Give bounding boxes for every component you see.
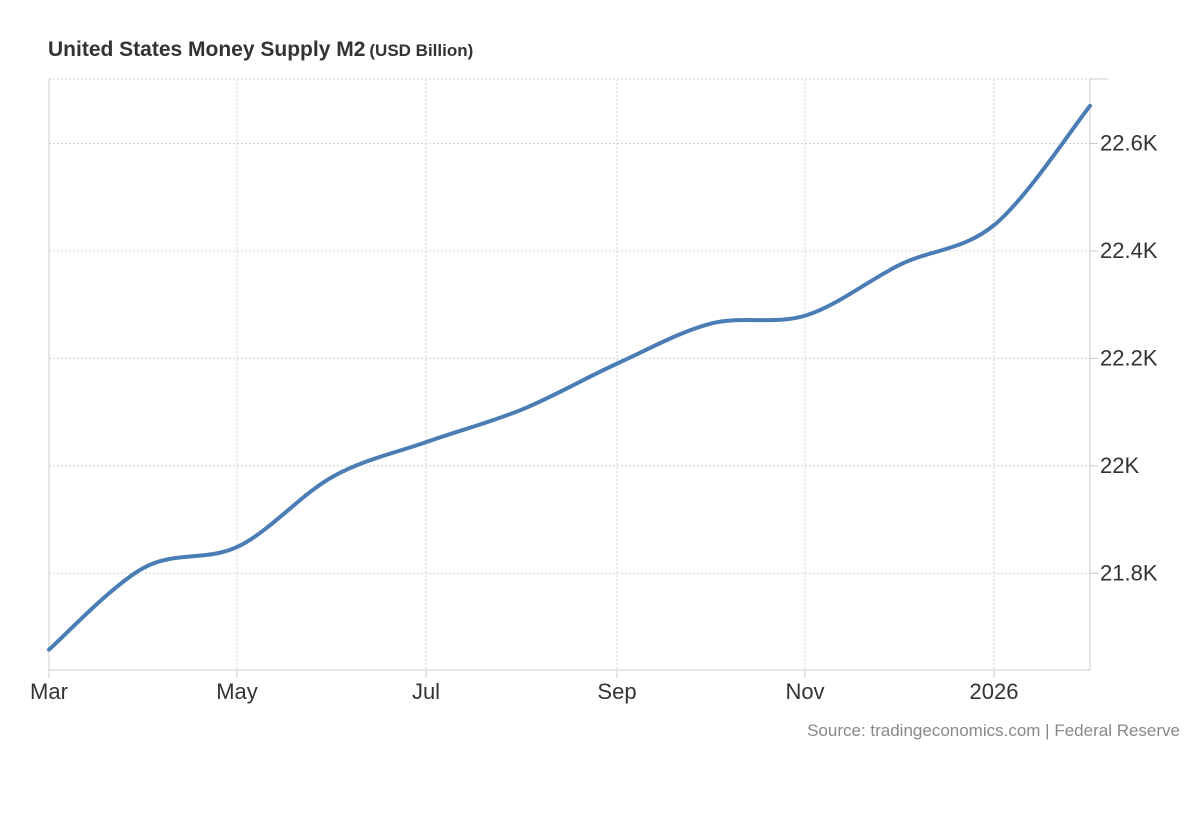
- chart-title-text: United States Money Supply M2: [48, 38, 366, 61]
- y-tick-label: 21.8K: [1100, 560, 1158, 585]
- chart-unit-text: (USD Billion): [369, 41, 474, 60]
- y-tick-label: 22K: [1100, 453, 1139, 478]
- tick-labels: 21.8K 22K 22.2K 22.4K 22.6K Mar May Jul Sep Nov 20…: [30, 130, 1158, 704]
- series-line: [47, 103, 1092, 652]
- source-note: Source: tradingeconomics.com | Federal R…: [807, 721, 1180, 740]
- y-tick-label: 22.2K: [1100, 345, 1158, 370]
- series-layer: [47, 103, 1092, 652]
- x-tick-label: 2026: [970, 679, 1019, 704]
- y-tick-label: 22.4K: [1100, 238, 1158, 263]
- y-tick-label: 22.6K: [1100, 130, 1158, 155]
- x-tick-label: Jul: [412, 679, 440, 704]
- x-tick-label: Nov: [785, 679, 824, 704]
- x-tick-label: Sep: [597, 679, 636, 704]
- axes: [48, 78, 1108, 678]
- x-tick-label: Mar: [30, 679, 68, 704]
- x-tick-label: May: [216, 679, 258, 704]
- chart-title: United States Money Supply M2 (USD Billio…: [48, 38, 473, 62]
- grid: [49, 78, 1090, 670]
